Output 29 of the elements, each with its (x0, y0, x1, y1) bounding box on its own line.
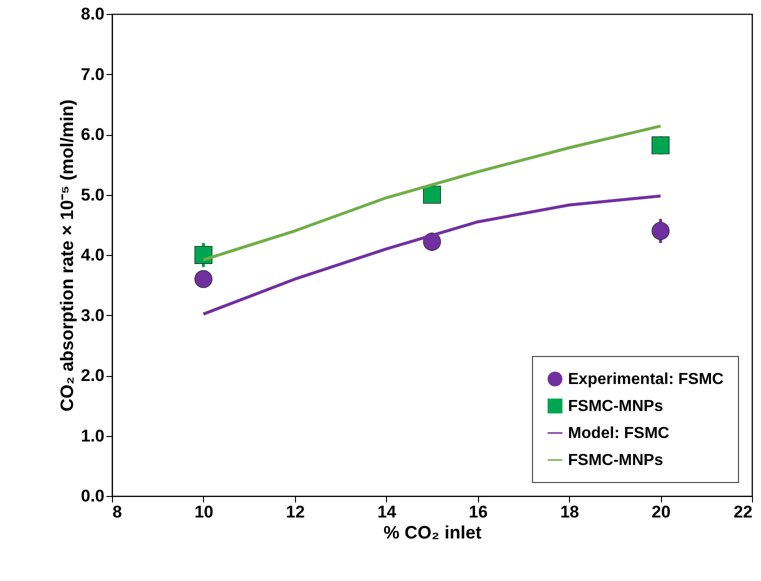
point (652, 222, 670, 240)
x-tick-label: 18 (560, 502, 580, 522)
point (194, 246, 212, 264)
y-tick-label: 3.0 (80, 306, 104, 325)
line-series (202, 194, 662, 316)
x-tick-label: 20 (652, 502, 671, 522)
y-tick-label: 7.0 (80, 64, 104, 84)
point (194, 270, 212, 288)
x-tick-label: 22 (734, 502, 752, 522)
y-tick-label: 5.0 (80, 185, 104, 204)
y-tick-label: 8.0 (80, 4, 104, 24)
y-axis-title: CO₂ absorption rate × 10⁻⁵ (mol/min) (56, 99, 77, 412)
x-tick-label: 12 (286, 502, 305, 522)
legend-label: Model: FSMC (568, 425, 670, 442)
x-tick-label: 16 (468, 502, 488, 522)
y-tick-label: 6.0 (80, 125, 104, 144)
x-tick-label: 10 (194, 502, 214, 522)
y-tick-label: 4.0 (80, 246, 104, 264)
legend-label: FSMC-MNPs (568, 398, 664, 415)
x-axis-title: % CO₂ inlet (383, 522, 482, 542)
x-tick-label: 8 (112, 502, 122, 522)
x-tick-label: 14 (377, 502, 397, 522)
legend-label: Experimental: FSMC (568, 371, 724, 388)
point (652, 136, 670, 154)
legend-label: FSMC-MNPs (568, 452, 664, 469)
y-tick-label: 0.0 (80, 486, 104, 506)
y-tick-label: 2.0 (80, 366, 104, 385)
point (423, 186, 441, 204)
y-tick-label: 1.0 (80, 426, 104, 446)
